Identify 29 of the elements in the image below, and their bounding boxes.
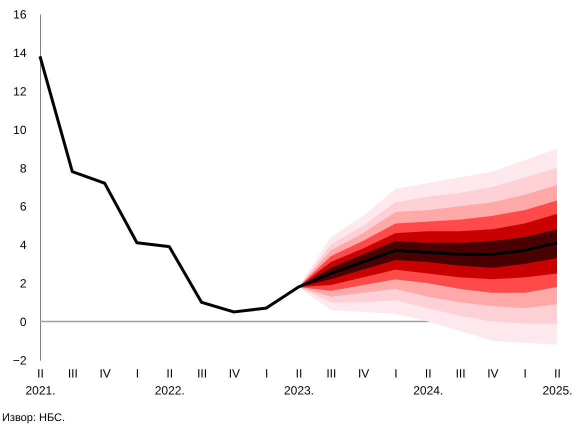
y-tick-label: 10 <box>13 122 27 137</box>
x-tick-label: III <box>68 366 78 380</box>
y-tick-label: 14 <box>13 46 27 60</box>
text: Извор: НБС. <box>2 412 66 425</box>
x-tick-label: IV <box>228 366 240 380</box>
y-tick-label: 6 <box>20 200 27 214</box>
x-tick-label: III <box>197 366 208 380</box>
y-tick-label: 4 <box>20 238 27 252</box>
y-tick-label: 0 <box>20 315 27 330</box>
y-tick-label: 12 <box>13 84 27 98</box>
x-tick-label: II 2024. <box>413 366 444 398</box>
x-tick-label: III <box>456 366 466 380</box>
x-tick-label: I <box>394 366 398 380</box>
x-tick-label: I <box>136 366 140 380</box>
x-tick-label: I <box>265 366 268 380</box>
line-series <box>38 54 558 314</box>
x-tick-label: III <box>326 366 336 380</box>
x-tick-label: I <box>524 366 527 380</box>
y-tick-label: 8 <box>20 161 27 176</box>
x-tick-label: II 2022. <box>154 366 185 398</box>
y-tick-label: −2 <box>12 354 27 368</box>
y-tick-label: 16 <box>13 8 27 22</box>
x-tick-label: II 2021. <box>25 366 56 398</box>
y-tick-label: 2 <box>20 276 27 291</box>
x-tick-label: II 2025. <box>542 366 573 398</box>
x-tick-label: II 2023. <box>284 366 314 398</box>
x-tick-label: IV <box>99 366 111 380</box>
x-tick-label: IV <box>358 366 370 380</box>
x-tick-label: IV <box>487 366 499 380</box>
